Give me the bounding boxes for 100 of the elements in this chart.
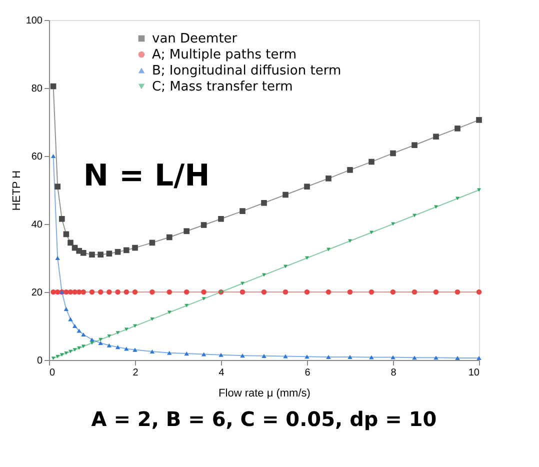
point xyxy=(150,349,155,354)
point xyxy=(200,222,207,228)
point xyxy=(81,332,86,337)
x-tick-label: 6 xyxy=(304,368,311,378)
point xyxy=(476,289,482,295)
legend-label: A; Multiple paths term xyxy=(152,48,297,62)
point xyxy=(218,352,224,357)
point xyxy=(283,354,288,358)
point xyxy=(132,289,138,295)
point xyxy=(202,297,206,301)
point xyxy=(106,343,112,348)
point xyxy=(282,289,288,295)
point xyxy=(348,354,352,359)
point xyxy=(60,353,64,357)
point xyxy=(150,317,154,321)
point xyxy=(76,328,82,333)
point xyxy=(58,216,65,222)
point xyxy=(54,184,61,190)
point xyxy=(304,289,310,295)
point xyxy=(116,331,120,335)
point xyxy=(124,289,130,295)
point xyxy=(455,356,460,360)
point xyxy=(124,328,128,332)
point xyxy=(326,354,331,359)
point xyxy=(123,247,130,254)
point xyxy=(68,240,74,246)
x-axis-title: Flow rate μ (mm/s) xyxy=(218,388,310,400)
point xyxy=(132,244,138,251)
point xyxy=(201,352,206,356)
point xyxy=(347,289,353,295)
y-tick-label: 80 xyxy=(31,84,43,94)
x-tick-label: 8 xyxy=(390,368,397,378)
legend-label: van Deemter xyxy=(152,32,238,46)
point xyxy=(390,289,396,295)
point xyxy=(132,348,138,352)
point xyxy=(51,356,56,360)
point xyxy=(106,289,112,295)
point xyxy=(98,340,103,346)
point xyxy=(454,126,460,132)
point xyxy=(454,289,460,295)
point xyxy=(326,176,332,182)
point xyxy=(90,338,94,342)
point xyxy=(166,234,172,240)
point xyxy=(107,334,112,338)
point xyxy=(89,289,95,295)
x-tick-label: 0 xyxy=(50,368,56,378)
point xyxy=(433,134,439,140)
point xyxy=(476,117,482,123)
point xyxy=(261,200,267,206)
point xyxy=(368,289,374,295)
point xyxy=(115,345,120,350)
point xyxy=(412,356,417,360)
y-tick-label: 0 xyxy=(36,356,43,366)
y-axis-title: HETP H xyxy=(10,170,23,211)
point xyxy=(368,158,374,165)
point xyxy=(124,346,129,351)
point xyxy=(114,248,121,255)
point xyxy=(476,356,482,360)
point xyxy=(412,289,418,295)
point xyxy=(184,352,189,356)
point xyxy=(304,354,310,359)
point xyxy=(261,289,267,295)
point xyxy=(433,289,439,295)
point xyxy=(390,355,396,360)
point xyxy=(150,289,155,295)
point xyxy=(72,324,78,328)
point xyxy=(240,208,246,214)
point xyxy=(89,252,95,258)
point xyxy=(240,289,246,295)
point xyxy=(326,289,332,295)
y-tick-label: 40 xyxy=(31,220,43,230)
x-tick-label: 10 xyxy=(468,368,480,378)
point xyxy=(282,192,288,198)
point xyxy=(68,289,74,295)
point xyxy=(166,289,172,295)
text: A = 2, B = 6, C = 0.05, dp = 10 xyxy=(91,407,437,431)
x-tick-label: 4 xyxy=(218,368,225,378)
point xyxy=(98,289,104,295)
point xyxy=(201,289,206,295)
point xyxy=(240,354,245,358)
point xyxy=(50,154,56,158)
point xyxy=(55,256,60,260)
point xyxy=(80,250,86,256)
legend-label: C; Mass transfer term xyxy=(152,80,293,94)
point xyxy=(64,351,68,355)
y-tick-label: 100 xyxy=(26,16,43,26)
point xyxy=(184,289,190,295)
point xyxy=(98,252,104,258)
point xyxy=(80,289,86,295)
point xyxy=(184,228,190,234)
y-tick-label: 60 xyxy=(31,152,43,162)
point xyxy=(434,356,438,360)
point xyxy=(64,306,69,312)
y-tick-label: 20 xyxy=(31,288,43,298)
point xyxy=(262,354,266,358)
legend-label: B; Iongitudinal diffusion term xyxy=(152,64,342,78)
point xyxy=(347,167,353,173)
point xyxy=(106,250,112,256)
point xyxy=(72,348,77,352)
point xyxy=(167,310,172,314)
